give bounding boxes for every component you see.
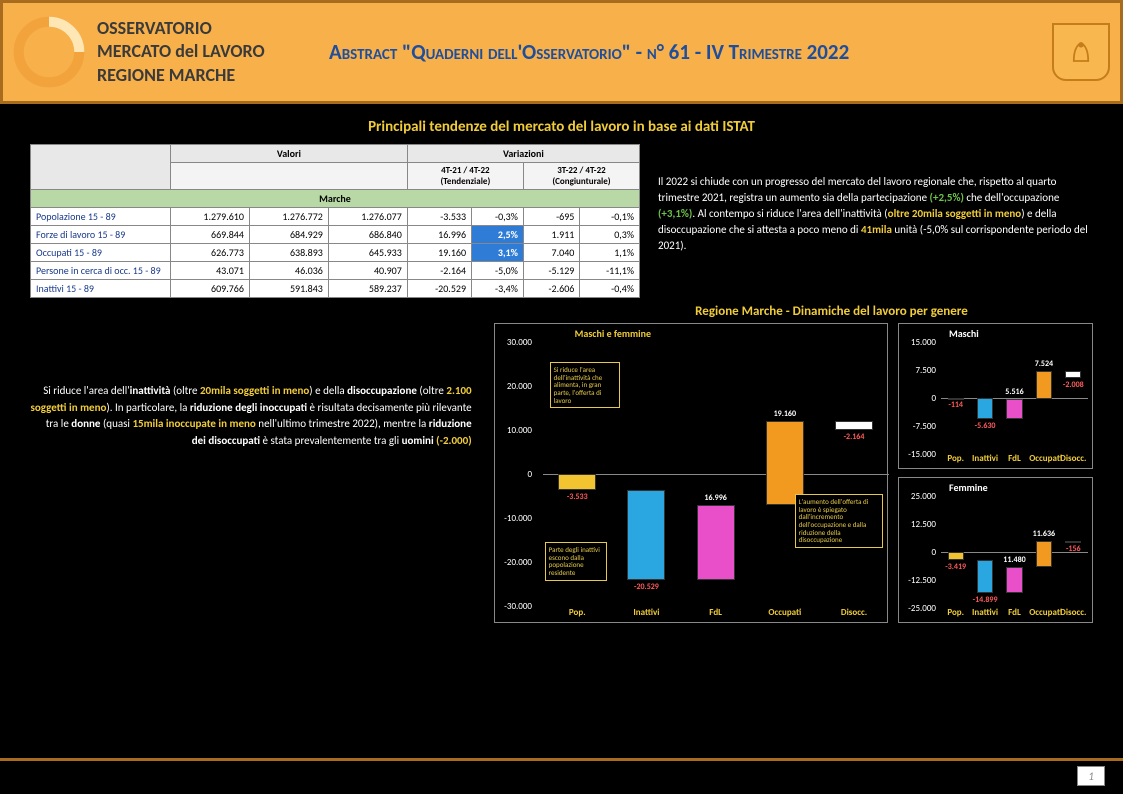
charts-row: Si riduce l'area dell'inattività (oltre … (0, 323, 1123, 623)
table-row: Valori Variazioni (31, 145, 640, 163)
chart-f-title: Femmine (949, 481, 988, 494)
table-row: Inattivi 15 - 89609.766591.843589.237-20… (31, 280, 640, 298)
chart-bar (1065, 371, 1081, 378)
chart-bar (766, 421, 804, 505)
footer: 1 (0, 758, 1123, 794)
chart-bar (697, 505, 735, 580)
region-crest-icon (1052, 23, 1110, 81)
variazioni-header: Variazioni (407, 145, 639, 163)
chart-bar (977, 398, 993, 419)
chart-bar (977, 560, 993, 593)
logo-icon (13, 16, 85, 88)
org-line2: MERCATO del LAVORO (97, 40, 317, 63)
header-title: Abstract "Quaderni dell'Osservatorio" - … (329, 39, 1040, 65)
table-row-wrap: Valori Variazioni 4T-21 / 4T-22(Tendenzi… (0, 144, 1123, 298)
chart-bar (1006, 399, 1022, 420)
chart-bar (1036, 371, 1052, 399)
side-commentary: Il 2022 si chiude con un progresso del m… (658, 144, 1088, 254)
chart-bar (558, 474, 596, 490)
section-title: Principali tendenze del mercato del lavo… (0, 118, 1123, 136)
page-number: 1 (1077, 766, 1105, 786)
chart-bar (835, 421, 873, 431)
table-row: Marche (31, 190, 640, 208)
chart-bar (627, 490, 665, 580)
chart-bar (948, 552, 964, 560)
istat-table: Valori Variazioni 4T-21 / 4T-22(Tendenzi… (30, 144, 640, 298)
chart-main: Maschi e femmine -30.000-20.000-10.00001… (494, 323, 888, 623)
table-row: Popolazione 15 - 891.279.6101.276.7721.2… (31, 208, 640, 226)
left-commentary: Si riduce l'area dell'inattività (oltre … (10, 323, 484, 449)
header: OSSERVATORIO MERCATO del LAVORO REGIONE … (0, 0, 1123, 104)
chart-femmine: Femmine -25.000-12.500012.50025.000-3.41… (898, 477, 1093, 623)
valori-header: Valori (171, 145, 408, 163)
header-org: OSSERVATORIO MERCATO del LAVORO REGIONE … (97, 17, 317, 87)
chart-bar (1006, 567, 1022, 593)
table-row: Occupati 15 - 89626.773638.893645.93319.… (31, 244, 640, 262)
table-row: Persone in cerca di occ. 15 - 8943.07146… (31, 262, 640, 280)
chart-bar (1036, 541, 1052, 567)
org-line1: OSSERVATORIO (97, 17, 317, 40)
charts-title: Regione Marche - Dinamiche del lavoro pe… (540, 304, 1123, 319)
chart-m-title: Maschi (949, 327, 979, 340)
org-line3: REGIONE MARCHE (97, 64, 317, 87)
chart-maschi: Maschi -15.000-7.50007.50015.000-114Pop.… (898, 323, 1093, 469)
table-row: Forze di lavoro 15 - 89669.844684.929686… (31, 226, 640, 244)
chart-main-title: Maschi e femmine (575, 327, 651, 340)
